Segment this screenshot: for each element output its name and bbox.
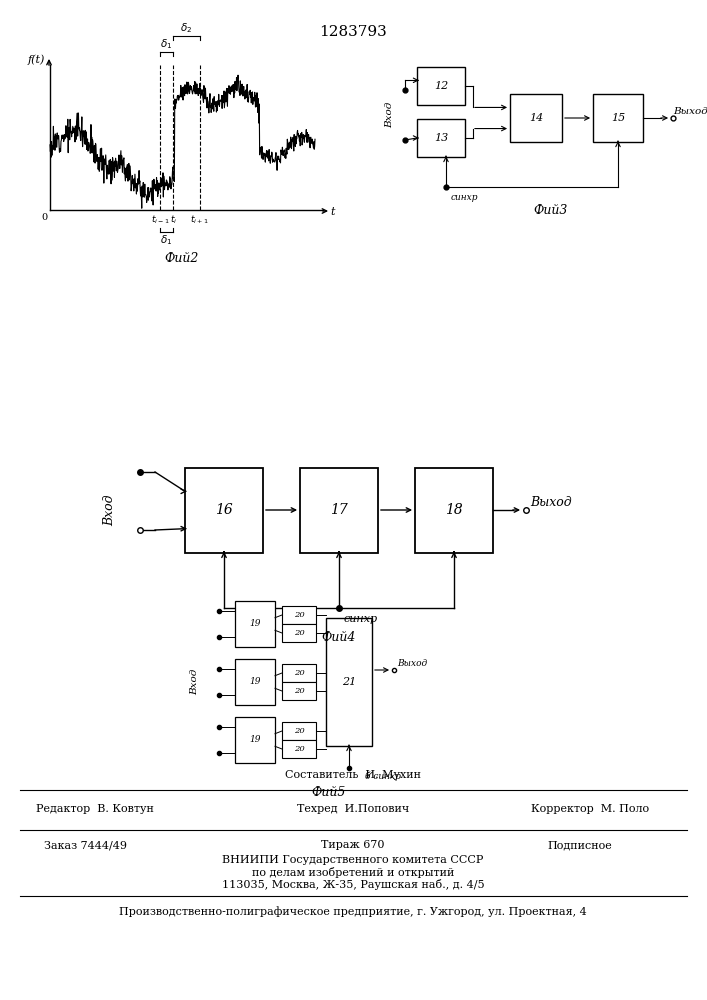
Bar [417,67,465,105]
Text: 20: 20 [293,611,305,619]
Text: 20: 20 [293,669,305,677]
Text: $t_{i-1}$: $t_{i-1}$ [151,214,169,226]
Text: 20: 20 [293,687,305,695]
Text: ВНИИПИ Государственного комитета СССР: ВНИИПИ Государственного комитета СССР [222,855,484,865]
Text: 15: 15 [611,113,625,123]
Bar [326,618,372,746]
Text: $t_i$: $t_i$ [170,214,177,226]
Bar [235,717,275,763]
Text: синхр: синхр [451,192,479,202]
Text: t: t [331,207,335,217]
Text: $\delta_2$: $\delta_2$ [180,21,192,35]
Bar [593,94,643,142]
Text: 19: 19 [250,736,261,744]
Text: Производственно-полиграфическое предприятие, г. Ужгород, ул. Проектная, 4: Производственно-полиграфическое предприя… [119,907,587,917]
Bar [282,664,316,682]
Text: 20: 20 [293,727,305,735]
Text: f(t): f(t) [28,55,45,65]
Text: Составитель  И. Мухин: Составитель И. Мухин [285,770,421,780]
Bar [235,659,275,705]
Text: Редактор  В. Ковтун: Редактор В. Ковтун [36,804,154,814]
Bar [415,468,493,552]
Bar [417,119,465,157]
Text: Вход: Вход [103,494,117,526]
Text: 0: 0 [41,213,47,222]
Text: 12: 12 [434,81,448,91]
Text: 19: 19 [250,619,261,629]
Text: Фий5: Фий5 [312,786,346,798]
Text: Техред  И.Попович: Техред И.Попович [297,804,409,814]
Bar [282,722,316,740]
Text: Вход: Вход [190,669,199,695]
Text: 18: 18 [445,503,463,517]
Text: $\delta_1$: $\delta_1$ [160,233,173,247]
Text: Выход: Выход [530,495,572,508]
Text: Тираж 670: Тираж 670 [321,840,385,850]
Bar [510,94,562,142]
Text: 17: 17 [330,503,348,517]
Bar [300,468,378,552]
Text: Вход: Вход [385,102,395,128]
Text: Заказ 7444/49: Заказ 7444/49 [44,840,127,850]
Text: по делам изобретений и открытий: по делам изобретений и открытий [252,866,454,878]
Text: 20: 20 [293,629,305,637]
Text: $\delta_1$: $\delta_1$ [160,37,173,51]
Text: б синхр: б синхр [365,771,401,781]
Text: Подписное: Подписное [548,840,612,850]
Text: 13: 13 [434,133,448,143]
Bar [282,740,316,758]
Text: Корректор  М. Поло: Корректор М. Поло [531,804,649,814]
Text: 1283793: 1283793 [319,25,387,39]
Text: Выход: Выход [397,658,427,668]
Text: 20: 20 [293,745,305,753]
Text: Фий3: Фий3 [534,205,568,218]
Text: Фий2: Фий2 [165,251,199,264]
Bar [282,624,316,642]
Text: синхр: синхр [344,614,378,624]
Text: Выход: Выход [674,106,707,115]
Bar [282,682,316,700]
Bar [185,468,263,552]
Bar [282,606,316,624]
Text: Фий4: Фий4 [322,631,356,644]
Text: 19: 19 [250,678,261,686]
Text: 113035, Москва, Ж-35, Раушская наб., д. 4/5: 113035, Москва, Ж-35, Раушская наб., д. … [222,879,484,890]
Text: 14: 14 [529,113,543,123]
Text: 16: 16 [215,503,233,517]
Text: 21: 21 [342,677,356,687]
Bar [235,601,275,647]
Text: $t_{i+1}$: $t_{i+1}$ [190,214,209,226]
